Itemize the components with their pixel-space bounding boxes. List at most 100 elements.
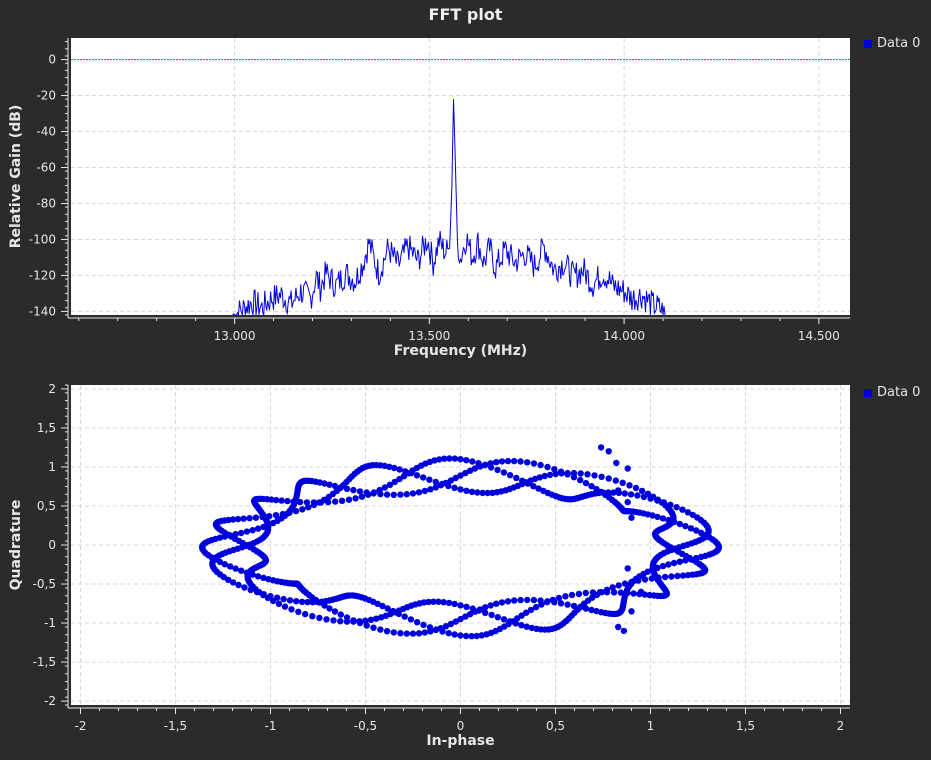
constellation-point — [305, 504, 312, 511]
y-tick-label: -120 — [29, 268, 56, 282]
constellation-point — [624, 498, 631, 506]
constellation-point — [260, 591, 267, 598]
constellation-point — [544, 463, 551, 471]
constellation-point — [511, 597, 518, 604]
constellation-point — [420, 621, 427, 628]
constellation-point — [562, 593, 569, 600]
constellation-point — [488, 611, 495, 619]
constellation-point — [524, 459, 531, 466]
constellation-point — [630, 590, 637, 597]
constellation-point — [540, 487, 547, 495]
constellation-point — [687, 525, 695, 532]
constellation-point — [383, 491, 391, 498]
constellation-point — [524, 596, 531, 604]
constellation-point — [260, 574, 267, 581]
fft-plot-title: FFT plot — [428, 5, 503, 24]
constellation-point — [362, 617, 369, 624]
constellation-point — [615, 487, 622, 494]
constellation-point — [659, 515, 667, 522]
constellation-point — [577, 470, 584, 477]
constellation-point — [481, 462, 488, 469]
constellation-point — [401, 613, 408, 620]
constellation-point — [498, 599, 506, 606]
constellation-point — [517, 596, 524, 604]
constellation-point — [530, 596, 538, 604]
constellation-point — [295, 608, 302, 615]
constellation-point — [383, 628, 391, 635]
constellation-point — [504, 457, 512, 465]
constellation-point — [605, 475, 612, 482]
fft-y-axis-label: Relative Gain (dB) — [8, 105, 24, 249]
constellation-point — [367, 616, 375, 623]
constellation-point — [613, 459, 620, 467]
y-tick-label: 0 — [48, 53, 56, 67]
constellation-point — [445, 599, 453, 607]
constellation-point — [384, 605, 391, 612]
y-tick-label: -80 — [36, 196, 56, 210]
constellation-point — [396, 475, 403, 483]
constellation-point — [684, 509, 692, 516]
constellation-point — [597, 444, 605, 451]
y-tick-label: -40 — [36, 125, 56, 139]
constellation-point — [543, 598, 551, 606]
constellation-point — [445, 482, 452, 490]
constellation-point — [659, 562, 667, 570]
constellation-point — [397, 491, 404, 498]
constellation-point — [379, 602, 386, 610]
constellation-point — [441, 455, 448, 462]
constellation-point — [278, 497, 285, 504]
constellation-point — [409, 490, 417, 497]
constellation-point — [229, 579, 237, 586]
constellation-point — [290, 498, 297, 505]
constellation-point — [451, 455, 459, 462]
constellation-point — [345, 496, 353, 503]
constellation-point — [356, 618, 363, 625]
y-tick-label: -1 — [44, 616, 56, 630]
constellation-point — [632, 484, 640, 492]
constellation-point — [621, 490, 628, 497]
constellation-point — [273, 496, 280, 504]
constellation-point — [689, 511, 696, 519]
constellation-point — [435, 598, 442, 605]
constellation-point — [386, 481, 394, 488]
constellation-point — [489, 489, 496, 496]
constellation-point — [370, 489, 378, 496]
constellation-point — [582, 605, 590, 612]
x-tick-label: 14.000 — [603, 329, 645, 343]
constellation-point — [475, 460, 482, 467]
constellation-point — [518, 612, 525, 619]
y-tick-label: -100 — [29, 232, 56, 246]
constellation-plot[interactable]: -2 -1,5 -1 -0,5 0 0,5 1 1,5 2 2 1,5 1 0,5 0 -0,5 -1 -1,5… — [0, 370, 931, 760]
constellation-point — [517, 458, 524, 465]
constellation-point — [462, 632, 470, 640]
constellation-point — [445, 630, 452, 637]
constellation-point — [519, 477, 526, 484]
x-tick-label: -1 — [265, 719, 277, 733]
constellation-point — [413, 472, 421, 479]
constellation-point — [331, 608, 339, 615]
constellation-point — [446, 455, 453, 462]
constellation-point — [538, 601, 545, 608]
constellation-point — [627, 491, 635, 498]
constellation-point — [647, 495, 654, 502]
fft-plot[interactable]: 13.000 13.500 14.000 14.500 0 -20 -40 -60 -80 -10… — [0, 0, 931, 370]
constellation-point — [535, 485, 542, 492]
constellation-point — [432, 478, 439, 486]
constellation-point — [624, 465, 631, 472]
fft-legend[interactable]: Data 0 — [864, 36, 920, 51]
constellation-point — [438, 480, 446, 488]
x-tick-label: 13.000 — [214, 329, 256, 343]
constellation-point — [447, 620, 455, 628]
constellation-legend[interactable]: Data 0 — [864, 385, 920, 400]
constellation-point — [426, 624, 434, 631]
constellation-point — [324, 499, 332, 506]
constellation-point — [466, 611, 474, 618]
constellation-point — [338, 497, 346, 504]
constellation-point — [326, 481, 333, 488]
constellation-point — [370, 624, 377, 631]
constellation-legend-label: Data 0 — [877, 385, 921, 400]
constellation-point — [612, 477, 619, 484]
constellation-point — [598, 473, 605, 480]
constellation-point — [558, 470, 565, 477]
constellation-point — [609, 584, 616, 591]
